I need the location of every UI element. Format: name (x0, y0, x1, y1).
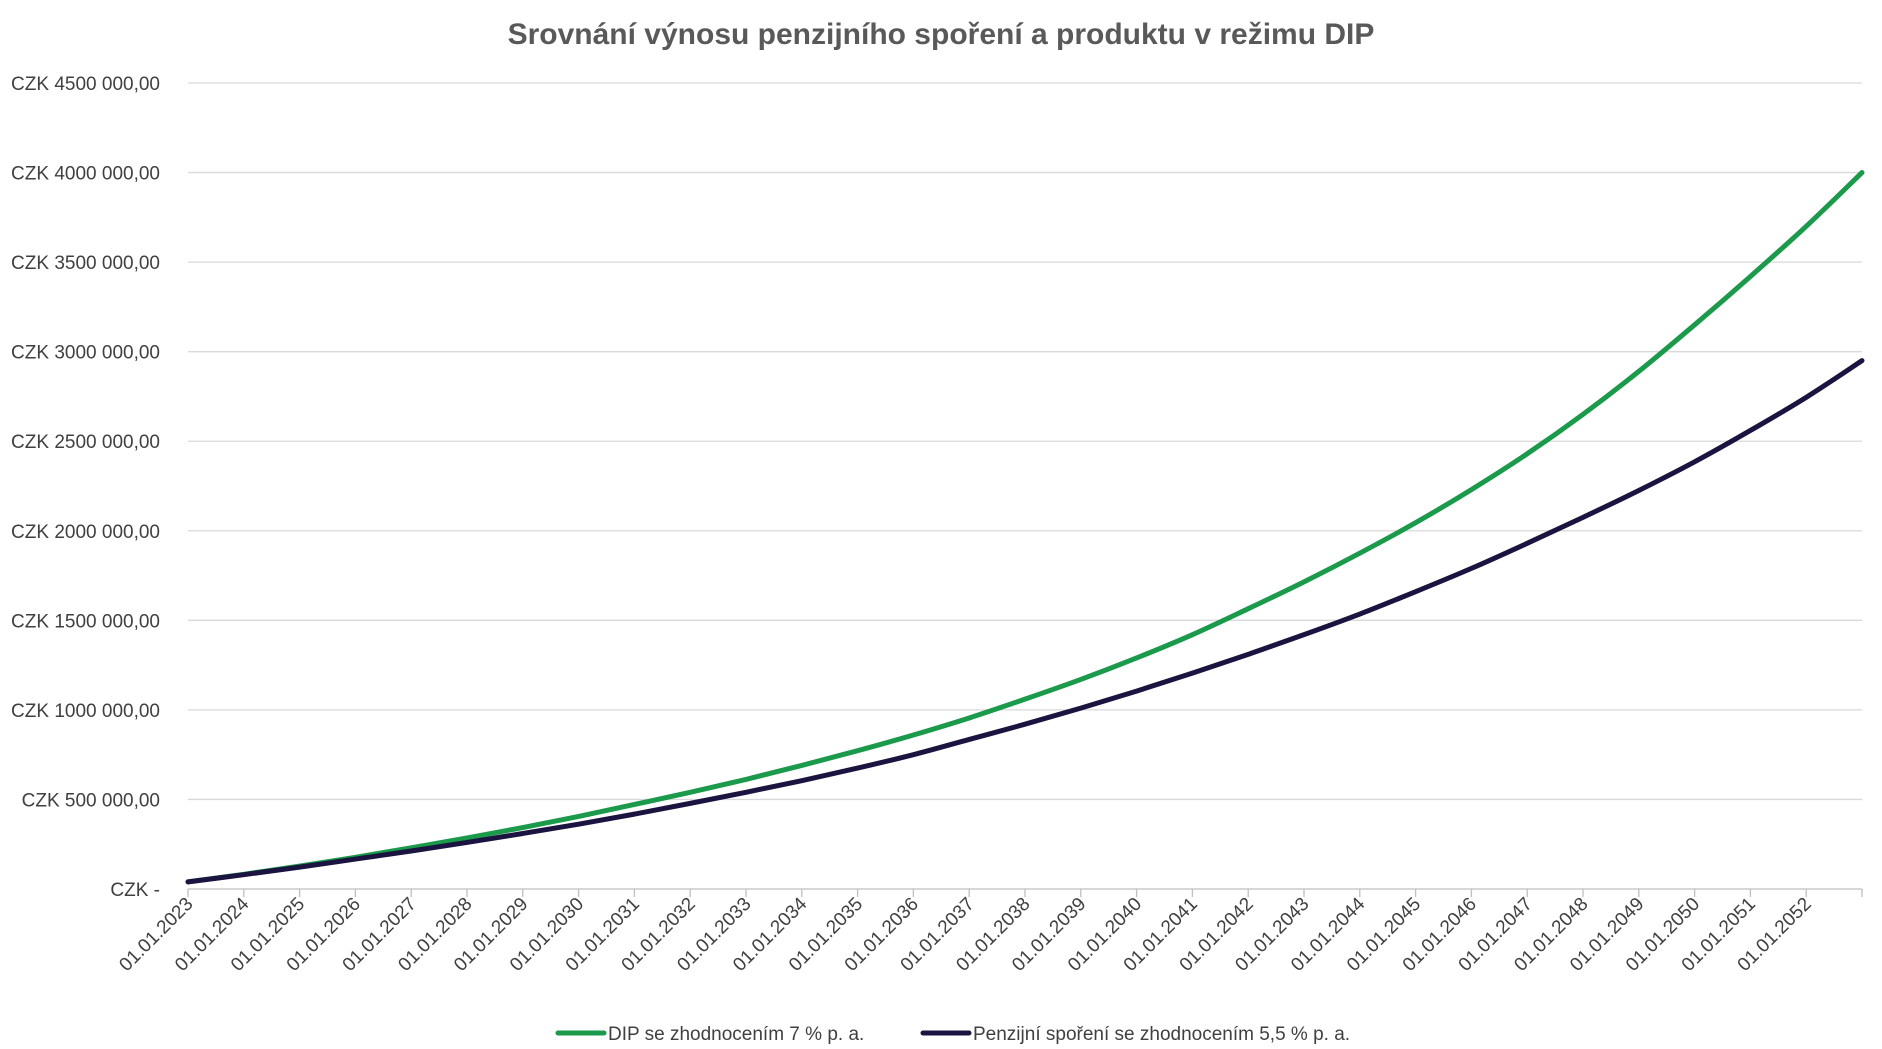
legend-item-penzijni-sporeni: Penzijní spoření se zhodnocením 5,5 % p.… (920, 1024, 1350, 1045)
y-tick-label: CZK 4500 000,00 (11, 74, 160, 95)
gridlines (188, 82, 1862, 801)
y-tick-label: CZK 1000 000,00 (11, 701, 160, 722)
x-axis-tick-labels: 01.01.202301.01.202401.01.202501.01.2026… (115, 889, 1863, 976)
y-tick-label: CZK 1500 000,00 (11, 611, 160, 632)
legend-label: DIP se zhodnocením 7 % p. a. (608, 1024, 864, 1045)
y-tick-label: CZK 500 000,00 (22, 790, 160, 811)
legend-item-dip: DIP se zhodnocením 7 % p. a. (555, 1024, 864, 1045)
series-line-penzijni-sporeni (185, 358, 1865, 885)
series-lines (185, 170, 1865, 885)
series-line-dip (185, 170, 1865, 885)
y-axis-tick-labels: CZK - CZK 500 000,00 CZK 1000 000,00 CZK 15… (11, 74, 160, 901)
legend: DIP se zhodnocením 7 % p. a. Penzijní spo… (555, 1024, 1350, 1045)
y-tick-label: CZK 2500 000,00 (11, 432, 160, 453)
y-tick-label: CZK 4000 000,00 (11, 164, 160, 185)
y-tick-label: CZK 3000 000,00 (11, 343, 160, 364)
chart-title: Srovnání výnosu penzijního spoření a pro… (508, 18, 1375, 51)
y-tick-label: CZK 3500 000,00 (11, 253, 160, 274)
legend-label: Penzijní spoření se zhodnocením 5,5 % p.… (973, 1024, 1350, 1045)
y-tick-label: CZK 2000 000,00 (11, 522, 160, 543)
y-tick-label: CZK - (110, 880, 160, 901)
